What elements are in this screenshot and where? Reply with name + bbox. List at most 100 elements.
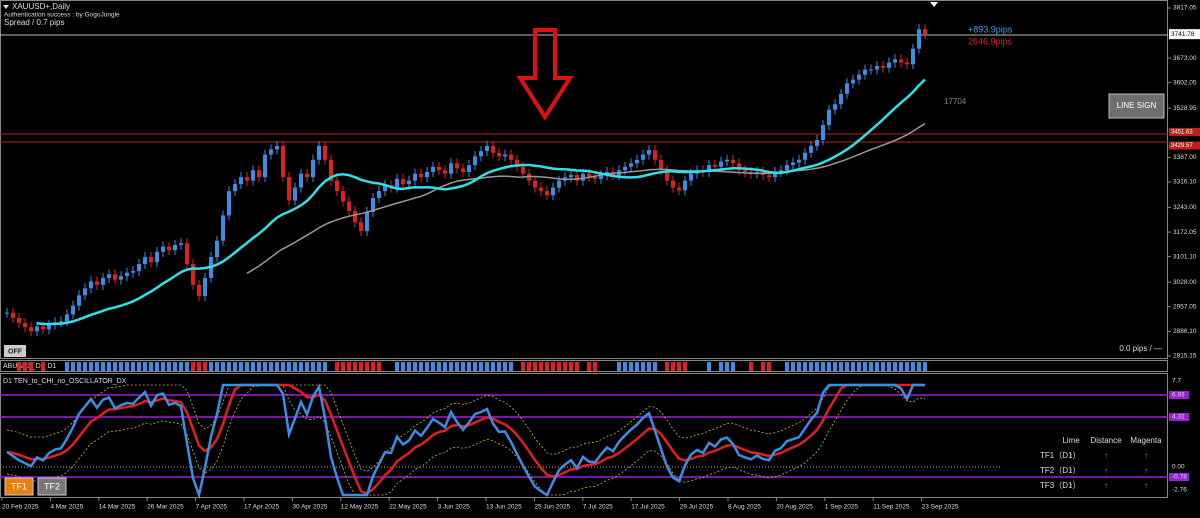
signal-bar [353,362,357,371]
level-box [1169,127,1200,136]
price-tick-label: 3817.05 [1173,5,1197,12]
candle-body [515,159,519,167]
date-label: 17 Apr 2025 [244,504,279,511]
signal-bar [617,362,621,371]
candle-body [335,180,339,192]
candle-body [893,59,897,63]
signal-bar [845,362,849,371]
signal-bar [233,362,237,371]
line-sign-button[interactable] [1108,93,1165,119]
date-label: 25 Jun 2025 [534,504,570,511]
candle-body [503,154,507,157]
signal-bar [851,362,855,371]
candle-body [227,191,231,216]
signal-bar [497,362,501,371]
signal-bar [203,362,207,371]
candle-body [65,314,69,322]
candle-body [371,198,375,212]
candle-body [557,180,561,188]
off-button[interactable] [4,345,26,357]
candle-body [509,154,513,160]
candle-body [161,246,165,252]
signal-bar [335,362,339,371]
candle-body [647,150,651,155]
signal-bar [215,362,219,371]
candle-body [449,163,453,174]
timeframe-button[interactable] [37,477,67,496]
candle-body [725,159,729,162]
signal-bar [563,362,567,371]
signal-bar [635,362,639,371]
signal-bar [809,362,813,371]
signal-bar [857,362,861,371]
signal-bar [509,362,513,371]
candle-body [383,185,387,192]
candle-body [689,173,693,181]
osc-axis-box [1169,413,1189,421]
date-label: 22 May 2025 [389,504,427,511]
date-label: 29 Jul 2025 [680,504,714,511]
candle-body [881,66,885,68]
signal-bar [431,362,435,371]
price-tick-label: 2957.05 [1173,303,1197,310]
candle-body [167,246,171,251]
candle-body [575,175,579,181]
level-label: 3429.57 [1171,143,1193,149]
signal-bar [533,362,537,371]
timeframe-button[interactable] [4,477,34,496]
signal-bar [173,362,177,371]
line-sign-label[interactable]: LINE SIGN [1117,101,1157,110]
candle-body [11,312,15,318]
signal-bar [41,362,45,371]
candle-body [905,62,909,65]
signal-bar [893,362,897,371]
candle-body [875,66,879,70]
signal-bar [413,362,417,371]
candle-body [683,180,687,191]
signal-bar [143,362,147,371]
profit-pips: +893.9pips [968,24,1013,34]
candle-body [821,125,825,141]
candle-body [635,159,639,164]
candle-body [653,150,657,160]
pips-status: 0.0 pips / — [1119,344,1162,353]
signal-bar [905,362,909,371]
timeframe-label[interactable]: TF1 [11,481,27,491]
candle-body [587,173,591,178]
date-label: 30 Apr 2025 [292,504,327,511]
signal-bar [179,362,183,371]
candle-body [641,154,645,160]
signal-bar [245,362,249,371]
candle-body [221,215,225,241]
signal-bar [863,362,867,371]
candle-body [857,74,861,80]
candle-body [863,69,867,75]
signal-bar [677,362,681,371]
date-label: 8 Aug 2025 [728,504,761,511]
signal-bar [197,362,201,371]
signal-bar [101,362,105,371]
signal-bar [449,362,453,371]
candle-body [779,170,783,172]
table-header: Magenta [1130,436,1162,445]
candle-body [419,173,423,178]
candle-body [671,180,675,188]
signal-bar [503,362,507,371]
signal-bar [221,362,225,371]
signal-bar [593,362,597,371]
candle-body [329,159,333,181]
candle-body [119,276,123,280]
candle-body [245,177,249,181]
signal-bar [881,362,885,371]
candle-body [341,191,345,202]
signal-bar [401,362,405,371]
signal-bar [83,362,87,371]
candle-body [437,166,441,171]
off-label[interactable]: OFF [8,348,23,355]
signal-bar [647,362,651,371]
menu-caret[interactable] [3,5,9,9]
price-pane [0,0,1168,359]
timeframe-label[interactable]: TF2 [44,481,60,491]
signal-bar [461,362,465,371]
signal-bar [719,362,723,371]
